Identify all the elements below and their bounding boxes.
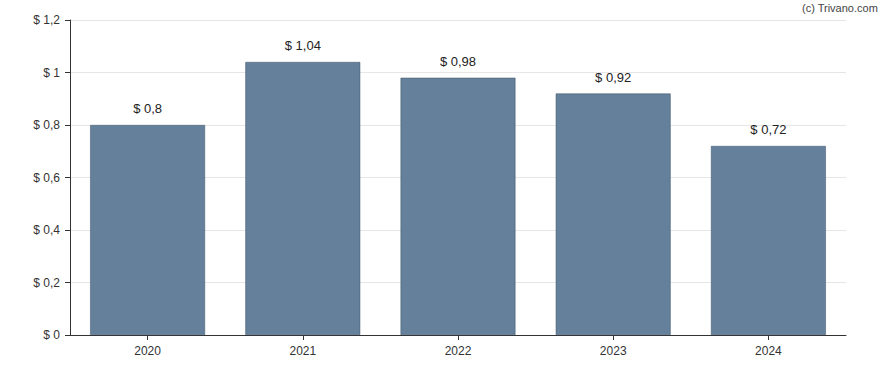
svg-text:2023: 2023 — [600, 344, 627, 358]
svg-text:$ 1: $ 1 — [43, 66, 60, 80]
svg-text:$ 0,6: $ 0,6 — [33, 171, 60, 185]
svg-text:$ 0,92: $ 0,92 — [595, 70, 631, 85]
svg-text:$ 0,2: $ 0,2 — [33, 276, 60, 290]
svg-text:(c) Trivano.com: (c) Trivano.com — [802, 2, 878, 14]
svg-text:$ 0,72: $ 0,72 — [750, 122, 786, 137]
svg-text:2020: 2020 — [134, 344, 161, 358]
svg-text:$ 1,2: $ 1,2 — [33, 13, 60, 27]
svg-text:2021: 2021 — [289, 344, 316, 358]
svg-text:$ 0,8: $ 0,8 — [33, 118, 60, 132]
svg-text:2024: 2024 — [755, 344, 782, 358]
svg-text:$ 0,98: $ 0,98 — [440, 54, 476, 69]
svg-text:$ 1,04: $ 1,04 — [285, 38, 321, 53]
svg-text:$ 0,4: $ 0,4 — [33, 223, 60, 237]
svg-text:$ 0,8: $ 0,8 — [133, 101, 162, 116]
svg-text:$ 0: $ 0 — [43, 328, 60, 342]
svg-text:2022: 2022 — [445, 344, 472, 358]
